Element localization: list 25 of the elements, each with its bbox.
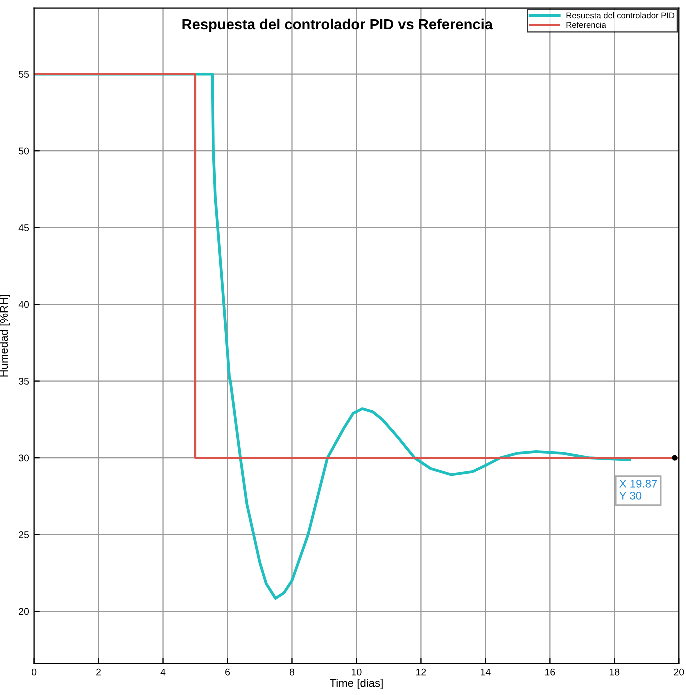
x-tick-label: 4 <box>160 668 166 676</box>
x-tick-label: 14 <box>481 668 491 676</box>
legend-label: Referencia <box>566 22 606 28</box>
x-tick-label: 8 <box>290 668 295 676</box>
x-tick-label: 20 <box>674 668 684 676</box>
y-tick-label: 35 <box>18 378 30 385</box>
y-tick-label: 40 <box>18 301 30 308</box>
y-axis-title: Humedad [%RH] <box>0 295 10 377</box>
x-tick-label: 12 <box>416 668 426 676</box>
y-tick-label: 50 <box>19 148 30 155</box>
y-tick-label: 45 <box>18 224 30 232</box>
x-tick-label: 6 <box>226 668 230 676</box>
text: Respuesta del controlador PID vs Referencia <box>182 18 494 33</box>
x-tick-label: 16 <box>546 668 556 676</box>
legend-label: Resuesta del controlador PID <box>566 12 675 19</box>
x-tick-label: 0 <box>32 668 37 676</box>
x-tick-label: 18 <box>610 668 620 676</box>
y-tick-label: 25 <box>19 532 30 538</box>
annotation: X 19.87 Y 30 <box>620 480 658 500</box>
x-tick-label: 10 <box>352 668 362 676</box>
x-tick-label: 2 <box>96 668 101 676</box>
x-axis-title: Time [dias] <box>330 679 383 690</box>
y-tick-label: 20 <box>19 608 30 616</box>
y-tick-label: 55 <box>19 71 30 78</box>
y-tick-label: 30 <box>18 454 30 462</box>
